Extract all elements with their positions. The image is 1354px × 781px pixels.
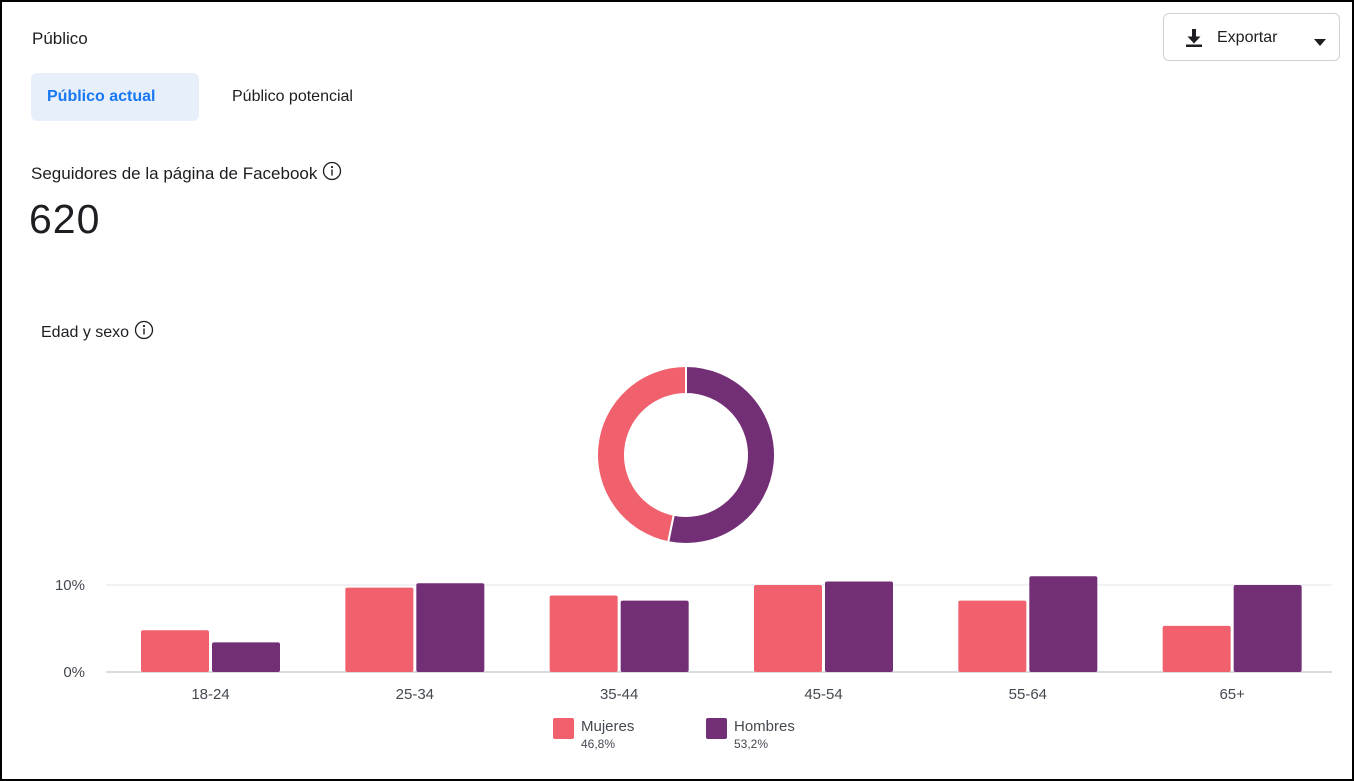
x-tick-label: 35-44 bbox=[600, 686, 638, 703]
bar-women-3[interactable] bbox=[754, 585, 822, 672]
info-icon[interactable] bbox=[322, 161, 342, 186]
x-tick-label: 25-34 bbox=[396, 686, 434, 703]
export-button[interactable]: Exportar bbox=[1163, 13, 1340, 61]
y-tick-label: 0% bbox=[63, 664, 85, 681]
bar-women-5[interactable] bbox=[1162, 625, 1231, 672]
bar-men-0[interactable] bbox=[212, 642, 280, 672]
bar-women-4[interactable] bbox=[958, 600, 1027, 672]
bar-women-0[interactable] bbox=[141, 630, 209, 672]
legend-item-women[interactable]: Mujeres 46,8% bbox=[553, 718, 634, 752]
legend-swatch-men bbox=[706, 718, 727, 739]
followers-label: Seguidores de la página de Facebook bbox=[31, 161, 342, 186]
tab-current-audience[interactable]: Público actual bbox=[31, 73, 199, 121]
donut-slice-women[interactable] bbox=[596, 364, 687, 544]
legend-value-women: 46,8% bbox=[581, 737, 616, 751]
age-gender-bar-chart: 10% 0% 18-24 25-34 35-44 45-54 55-64 65+ bbox=[55, 576, 1332, 703]
x-tick-label: 18-24 bbox=[191, 686, 229, 703]
legend-value-men: 53,2% bbox=[734, 737, 769, 751]
bar-women-1[interactable] bbox=[345, 587, 414, 672]
info-icon[interactable] bbox=[134, 320, 154, 345]
bar-men-1[interactable] bbox=[416, 583, 485, 672]
gender-donut-chart bbox=[596, 364, 776, 545]
chart-title: Edad y sexo bbox=[41, 320, 154, 345]
x-tick-label: 55-64 bbox=[1009, 686, 1047, 703]
legend-swatch-women bbox=[553, 718, 574, 739]
x-tick-label: 45-54 bbox=[804, 686, 842, 703]
legend-label-men: Hombres bbox=[734, 718, 795, 735]
x-tick-label: 65+ bbox=[1219, 686, 1245, 703]
section-title: Público bbox=[32, 29, 88, 48]
tab-potential-audience[interactable]: Público potencial bbox=[232, 88, 353, 105]
chevron-down-icon bbox=[1314, 34, 1326, 52]
bar-men-5[interactable] bbox=[1233, 585, 1302, 672]
y-tick-label: 10% bbox=[55, 577, 85, 594]
bar-women-2[interactable] bbox=[549, 595, 618, 672]
bar-men-3[interactable] bbox=[825, 581, 893, 672]
bar-men-4[interactable] bbox=[1029, 576, 1098, 672]
legend-item-men[interactable]: Hombres 53,2% bbox=[706, 718, 795, 752]
followers-count: 620 bbox=[29, 196, 101, 242]
chart-title-text: Edad y sexo bbox=[41, 323, 130, 341]
download-icon bbox=[1184, 28, 1204, 53]
bar-men-2[interactable] bbox=[620, 600, 689, 672]
export-label: Exportar bbox=[1217, 29, 1278, 46]
legend-label-women: Mujeres bbox=[581, 718, 635, 735]
donut-slice-men[interactable] bbox=[667, 364, 776, 545]
followers-label-text: Seguidores de la página de Facebook bbox=[31, 163, 318, 183]
